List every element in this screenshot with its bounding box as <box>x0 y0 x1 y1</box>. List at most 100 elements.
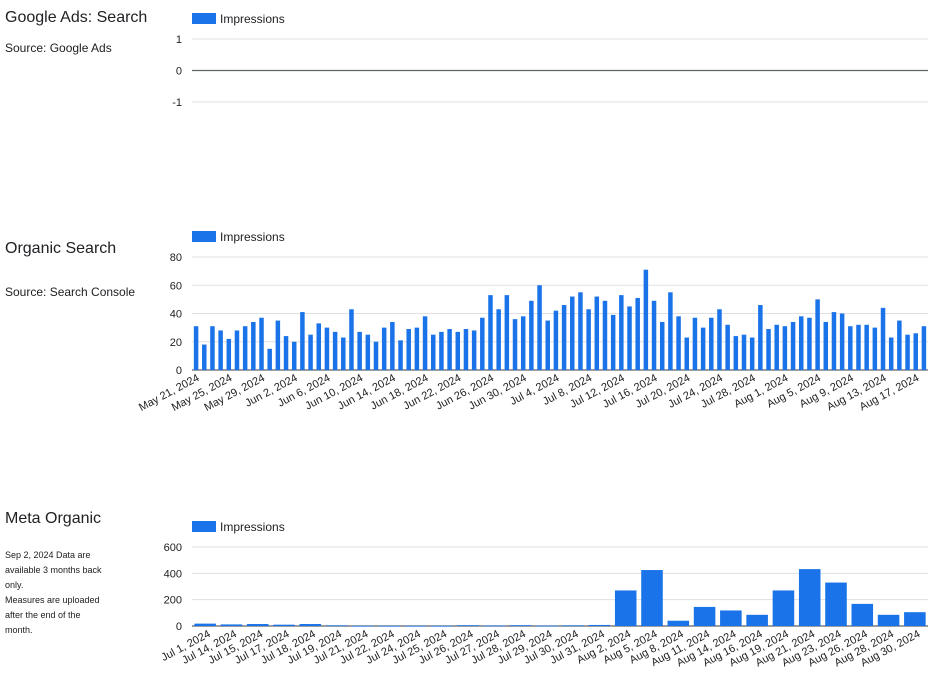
bar[interactable] <box>709 317 714 370</box>
bar[interactable] <box>471 330 477 370</box>
bar[interactable] <box>193 326 199 370</box>
bar[interactable] <box>851 603 874 626</box>
bar[interactable] <box>872 327 878 370</box>
bar[interactable] <box>259 317 264 370</box>
bar[interactable] <box>766 329 771 370</box>
bar[interactable] <box>831 312 837 370</box>
bar[interactable] <box>856 324 861 370</box>
bar[interactable] <box>300 312 305 370</box>
bar[interactable] <box>627 306 632 370</box>
bar[interactable] <box>210 326 215 370</box>
bar[interactable] <box>283 336 289 370</box>
bar[interactable] <box>202 344 207 370</box>
bar[interactable] <box>496 309 501 370</box>
bar[interactable] <box>798 316 804 370</box>
bar[interactable] <box>823 321 829 370</box>
bar[interactable] <box>693 606 716 626</box>
bar[interactable] <box>299 624 322 626</box>
bar[interactable] <box>483 625 506 627</box>
bar[interactable] <box>381 327 387 370</box>
bar[interactable] <box>586 309 591 370</box>
bar[interactable] <box>455 331 461 370</box>
bar[interactable] <box>325 625 348 627</box>
bar[interactable] <box>720 610 742 626</box>
bar[interactable] <box>588 624 611 626</box>
bar[interactable] <box>218 330 223 370</box>
bar[interactable] <box>782 326 788 370</box>
bar[interactable] <box>913 333 918 370</box>
bar[interactable] <box>692 317 698 370</box>
bar[interactable] <box>529 300 534 370</box>
bar[interactable] <box>480 317 485 370</box>
bar[interactable] <box>561 305 567 370</box>
bar[interactable] <box>194 623 216 626</box>
bar[interactable] <box>308 334 313 370</box>
bar[interactable] <box>457 625 479 627</box>
bar[interactable] <box>275 320 281 370</box>
bar[interactable] <box>509 625 532 627</box>
bar[interactable] <box>676 316 681 370</box>
bar[interactable] <box>226 338 232 370</box>
bar[interactable] <box>273 624 295 626</box>
bar[interactable] <box>512 319 518 370</box>
bar[interactable] <box>848 326 853 370</box>
bar[interactable] <box>341 337 346 370</box>
bar[interactable] <box>758 305 763 370</box>
bar[interactable] <box>234 330 240 370</box>
bar[interactable] <box>520 316 526 370</box>
bar[interactable] <box>537 285 542 370</box>
bar[interactable] <box>352 625 374 627</box>
bar[interactable] <box>251 321 256 370</box>
bar[interactable] <box>406 329 411 370</box>
bar[interactable] <box>807 317 812 370</box>
bar[interactable] <box>700 327 706 370</box>
bar[interactable] <box>553 310 559 370</box>
bar[interactable] <box>733 336 739 370</box>
bar[interactable] <box>684 337 690 370</box>
bar[interactable] <box>349 309 354 370</box>
bar[interactable] <box>447 329 452 370</box>
bar[interactable] <box>463 329 469 370</box>
bar[interactable] <box>378 625 400 627</box>
bar[interactable] <box>839 313 845 371</box>
bar[interactable] <box>332 331 338 370</box>
bar[interactable] <box>242 326 248 370</box>
bar[interactable] <box>545 320 550 370</box>
bar[interactable] <box>825 582 847 626</box>
bar[interactable] <box>439 331 444 370</box>
bar[interactable] <box>641 570 663 626</box>
bar[interactable] <box>570 296 575 370</box>
bar[interactable] <box>536 625 558 627</box>
bar[interactable] <box>815 299 820 370</box>
bar[interactable] <box>602 300 608 370</box>
bar[interactable] <box>365 334 371 370</box>
bar[interactable] <box>668 292 673 370</box>
bar[interactable] <box>291 341 297 370</box>
bar[interactable] <box>246 624 269 626</box>
bar[interactable] <box>316 323 322 370</box>
bar[interactable] <box>610 314 616 370</box>
bar[interactable] <box>741 334 747 370</box>
bar[interactable] <box>414 327 420 370</box>
bar[interactable] <box>643 269 649 370</box>
bar[interactable] <box>746 614 768 626</box>
bar[interactable] <box>398 340 403 370</box>
bar[interactable] <box>614 590 637 626</box>
bar[interactable] <box>725 324 730 370</box>
bar[interactable] <box>667 620 690 626</box>
bar[interactable] <box>430 334 436 370</box>
bar[interactable] <box>357 331 362 370</box>
bar[interactable] <box>921 326 927 370</box>
bar[interactable] <box>897 320 902 370</box>
bar[interactable] <box>651 300 657 370</box>
bar[interactable] <box>324 327 330 370</box>
bar[interactable] <box>404 625 427 627</box>
bar[interactable] <box>659 321 665 370</box>
bar[interactable] <box>619 295 624 370</box>
bar[interactable] <box>772 590 795 626</box>
bar[interactable] <box>562 625 584 627</box>
bar[interactable] <box>888 337 894 370</box>
bar[interactable] <box>880 307 886 370</box>
bar[interactable] <box>267 348 272 370</box>
bar[interactable] <box>430 625 453 627</box>
